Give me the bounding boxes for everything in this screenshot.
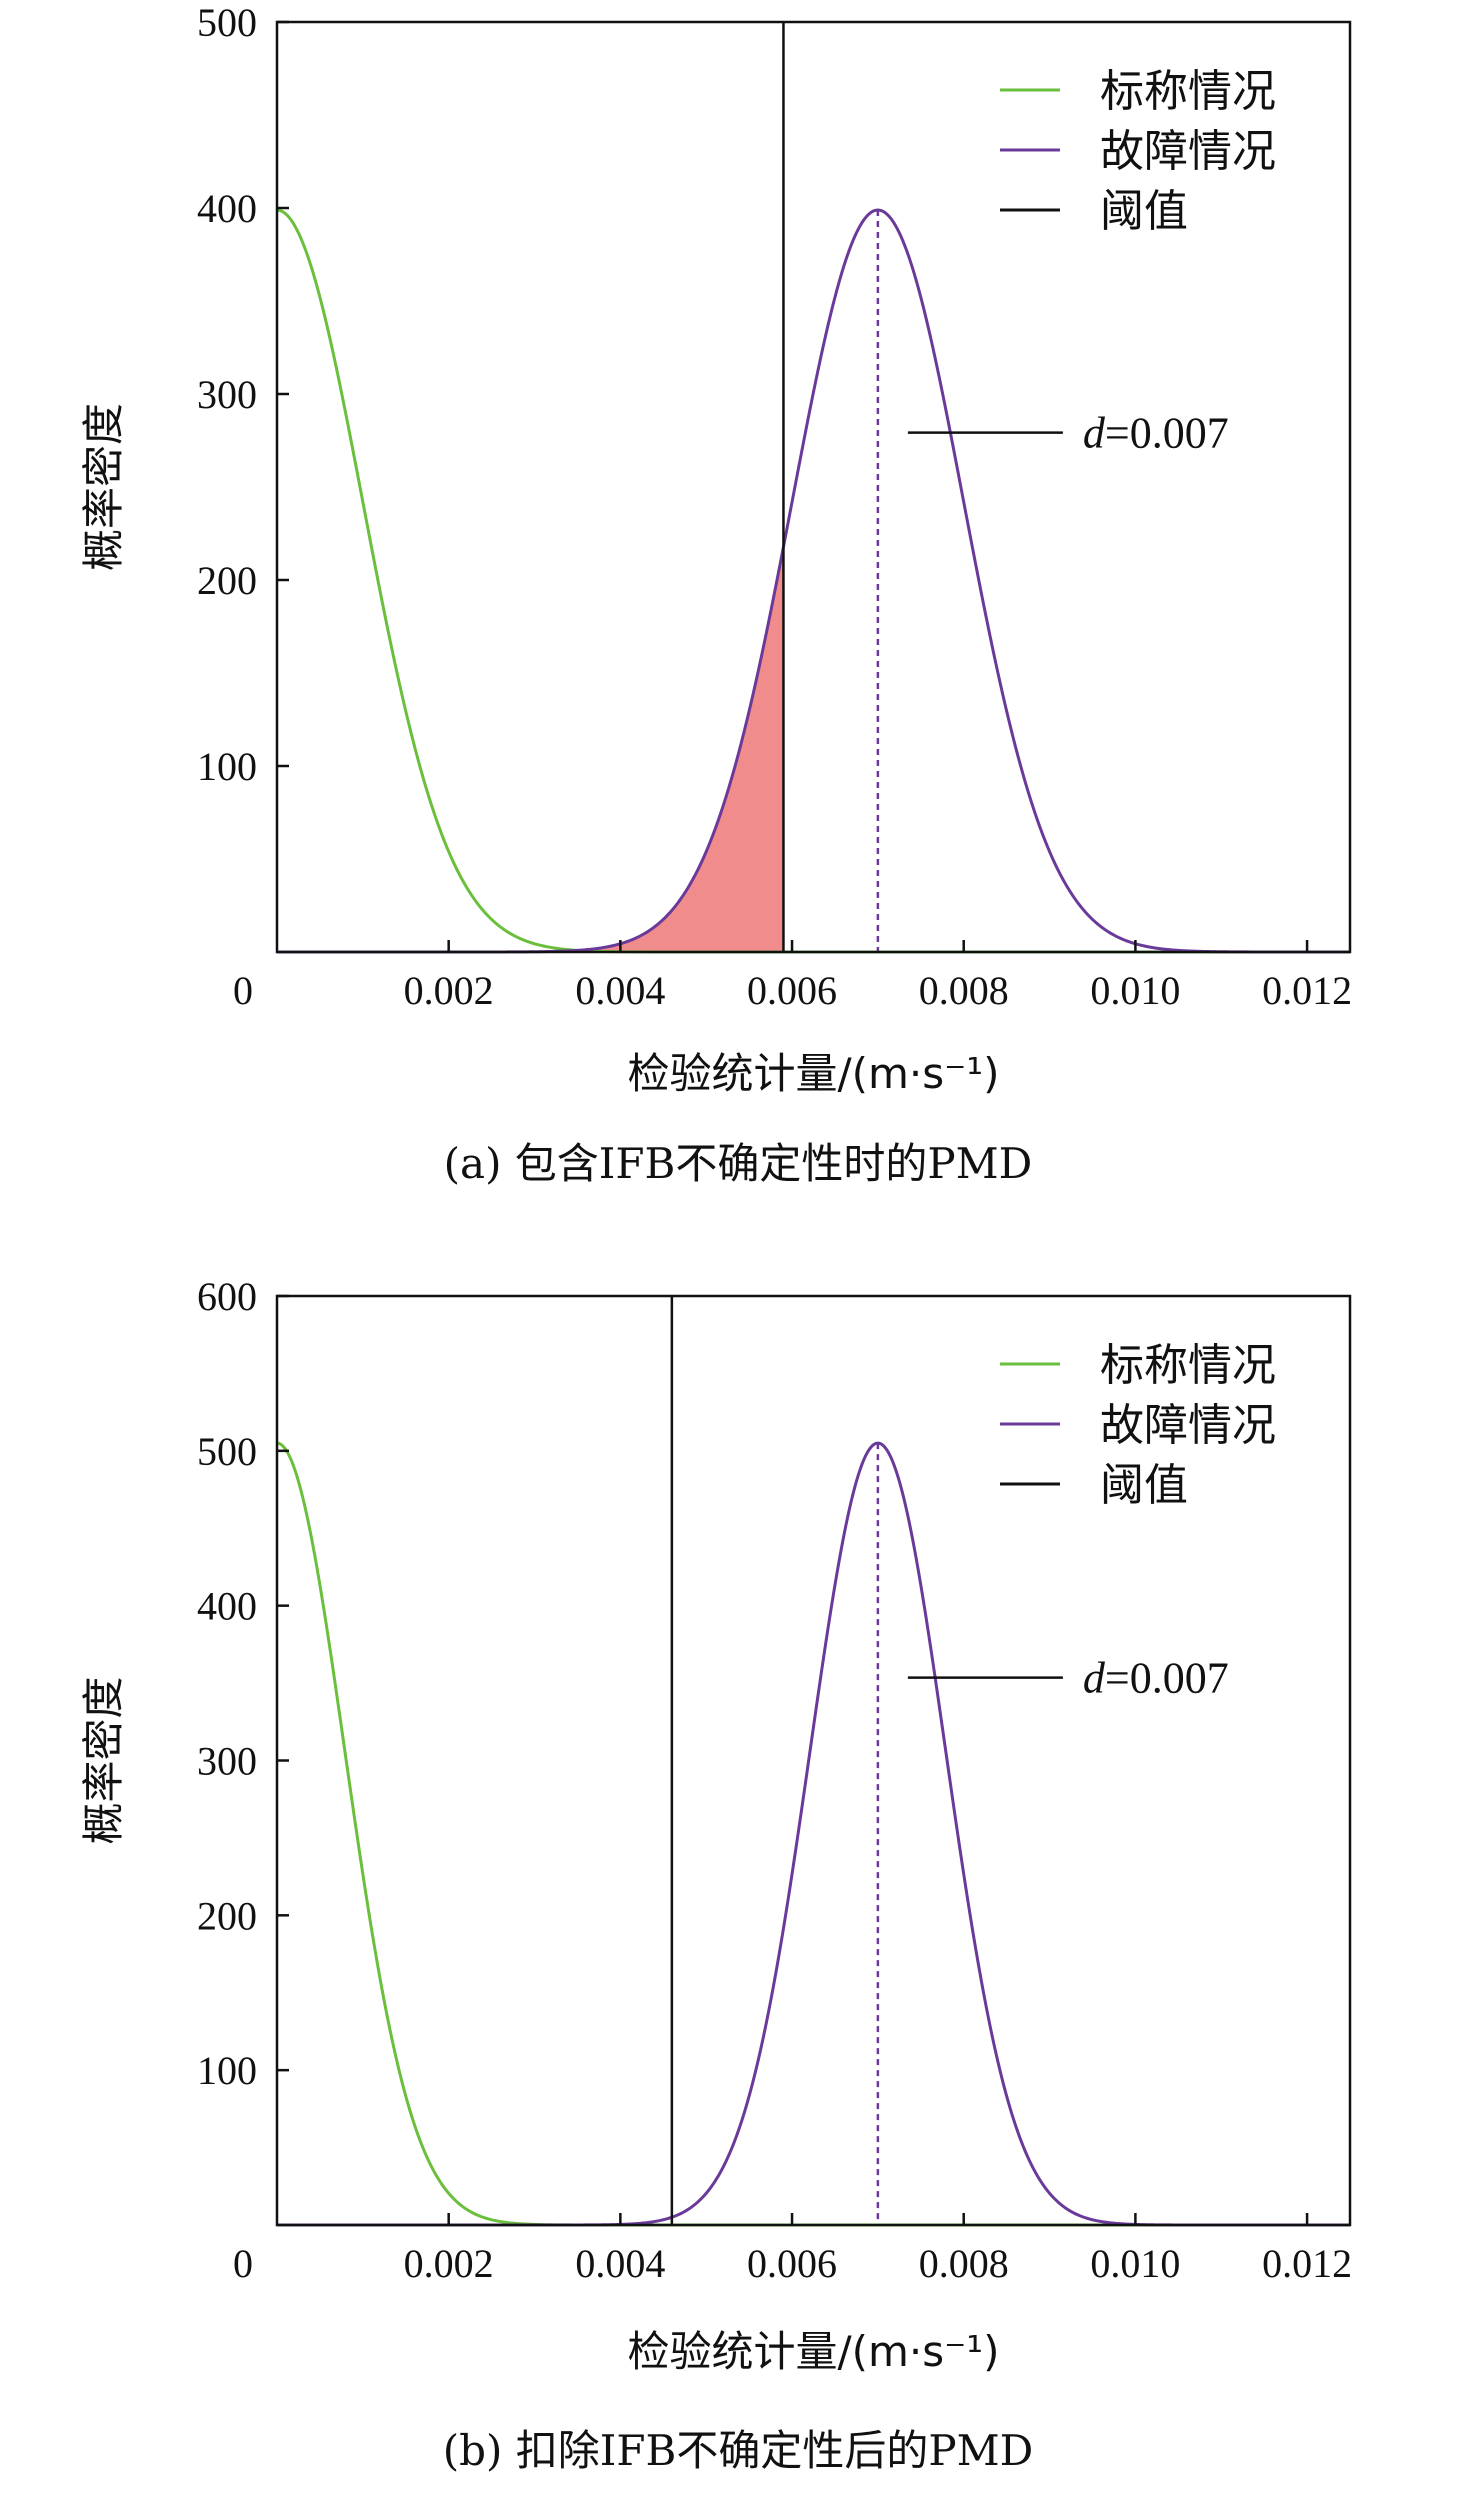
y-tick-label: 500 bbox=[197, 1429, 257, 1474]
legend-label: 故障情况 bbox=[1100, 1400, 1276, 1451]
y-tick-label: 100 bbox=[197, 744, 257, 789]
fault-curve bbox=[277, 1441, 1350, 2227]
y-tick-label: 200 bbox=[197, 1893, 257, 1938]
legend-label: 阈值 bbox=[1100, 1460, 1188, 1511]
y-axis-label: 概率密度 bbox=[79, 1676, 128, 1844]
y-tick-label: 200 bbox=[197, 558, 257, 603]
legend-label: 标称情况 bbox=[1100, 66, 1276, 117]
x-tick-label: 0.012 bbox=[1262, 2241, 1352, 2286]
annotation-d-symbol: d bbox=[1083, 409, 1106, 458]
x-tick-label: 0.004 bbox=[575, 2241, 665, 2286]
figure-caption: (a) 包含IFB不确定性时的PMD bbox=[444, 1139, 1033, 1188]
figure-caption: (b) 扣除IFB不确定性后的PMD bbox=[443, 2426, 1034, 2475]
x-tick-label: 0 bbox=[233, 2241, 253, 2286]
plot-frame bbox=[275, 20, 1352, 954]
x-tick-label: 0.008 bbox=[919, 2241, 1009, 2286]
annotation-d-text: =0.007 bbox=[1105, 409, 1229, 458]
legend-label: 故障情况 bbox=[1100, 126, 1276, 177]
x-tick-label: 0.002 bbox=[404, 968, 494, 1013]
y-tick-label: 300 bbox=[197, 1739, 257, 1784]
y-tick-label: 400 bbox=[197, 186, 257, 231]
x-tick-label: 0.010 bbox=[1090, 2241, 1180, 2286]
x-tick-label: 0.012 bbox=[1262, 968, 1352, 1013]
x-tick-label: 0.008 bbox=[919, 968, 1009, 1013]
annotation-d-symbol: d bbox=[1083, 1654, 1106, 1703]
pmd-shaded-area bbox=[277, 546, 784, 952]
y-tick-label: 300 bbox=[197, 372, 257, 417]
nominal-curve bbox=[276, 1441, 1350, 2227]
nominal-curve bbox=[276, 208, 1350, 954]
annotation-d-value: d=0.007 bbox=[1083, 409, 1229, 458]
x-tick-label: 0.006 bbox=[747, 2241, 837, 2286]
legend-label: 阈值 bbox=[1100, 186, 1188, 237]
x-tick-label: 0 bbox=[233, 968, 253, 1013]
y-tick-label: 600 bbox=[197, 1274, 257, 1319]
y-axis-label: 概率密度 bbox=[79, 403, 128, 571]
legend-label: 标称情况 bbox=[1100, 1340, 1276, 1391]
y-tick-label: 100 bbox=[197, 2048, 257, 2093]
fault-curve bbox=[277, 208, 1350, 954]
x-tick-label: 0.002 bbox=[404, 2241, 494, 2286]
x-axis-label: 检验统计量/(m·s⁻¹) bbox=[627, 1049, 999, 1098]
x-tick-label: 0.004 bbox=[575, 968, 665, 1013]
y-tick-label: 400 bbox=[197, 1584, 257, 1629]
annotation-d-value: d=0.007 bbox=[1083, 1654, 1229, 1703]
chart-panel-b: d=0.007 0 0.002 0.004 0.006 0.008 0.010 0.012 10… bbox=[79, 1274, 1352, 2475]
x-tick-label: 0.010 bbox=[1090, 968, 1180, 1013]
chart-panel-a: d=0.007 0 0.002 0.004 0.006 0.008 0.010 0.012 10… bbox=[79, 0, 1352, 1188]
x-axis-label: 检验统计量/(m·s⁻¹) bbox=[627, 2327, 999, 2376]
annotation-d-text: =0.007 bbox=[1105, 1654, 1229, 1703]
x-tick-label: 0.006 bbox=[747, 968, 837, 1013]
y-tick-label: 500 bbox=[197, 0, 257, 45]
